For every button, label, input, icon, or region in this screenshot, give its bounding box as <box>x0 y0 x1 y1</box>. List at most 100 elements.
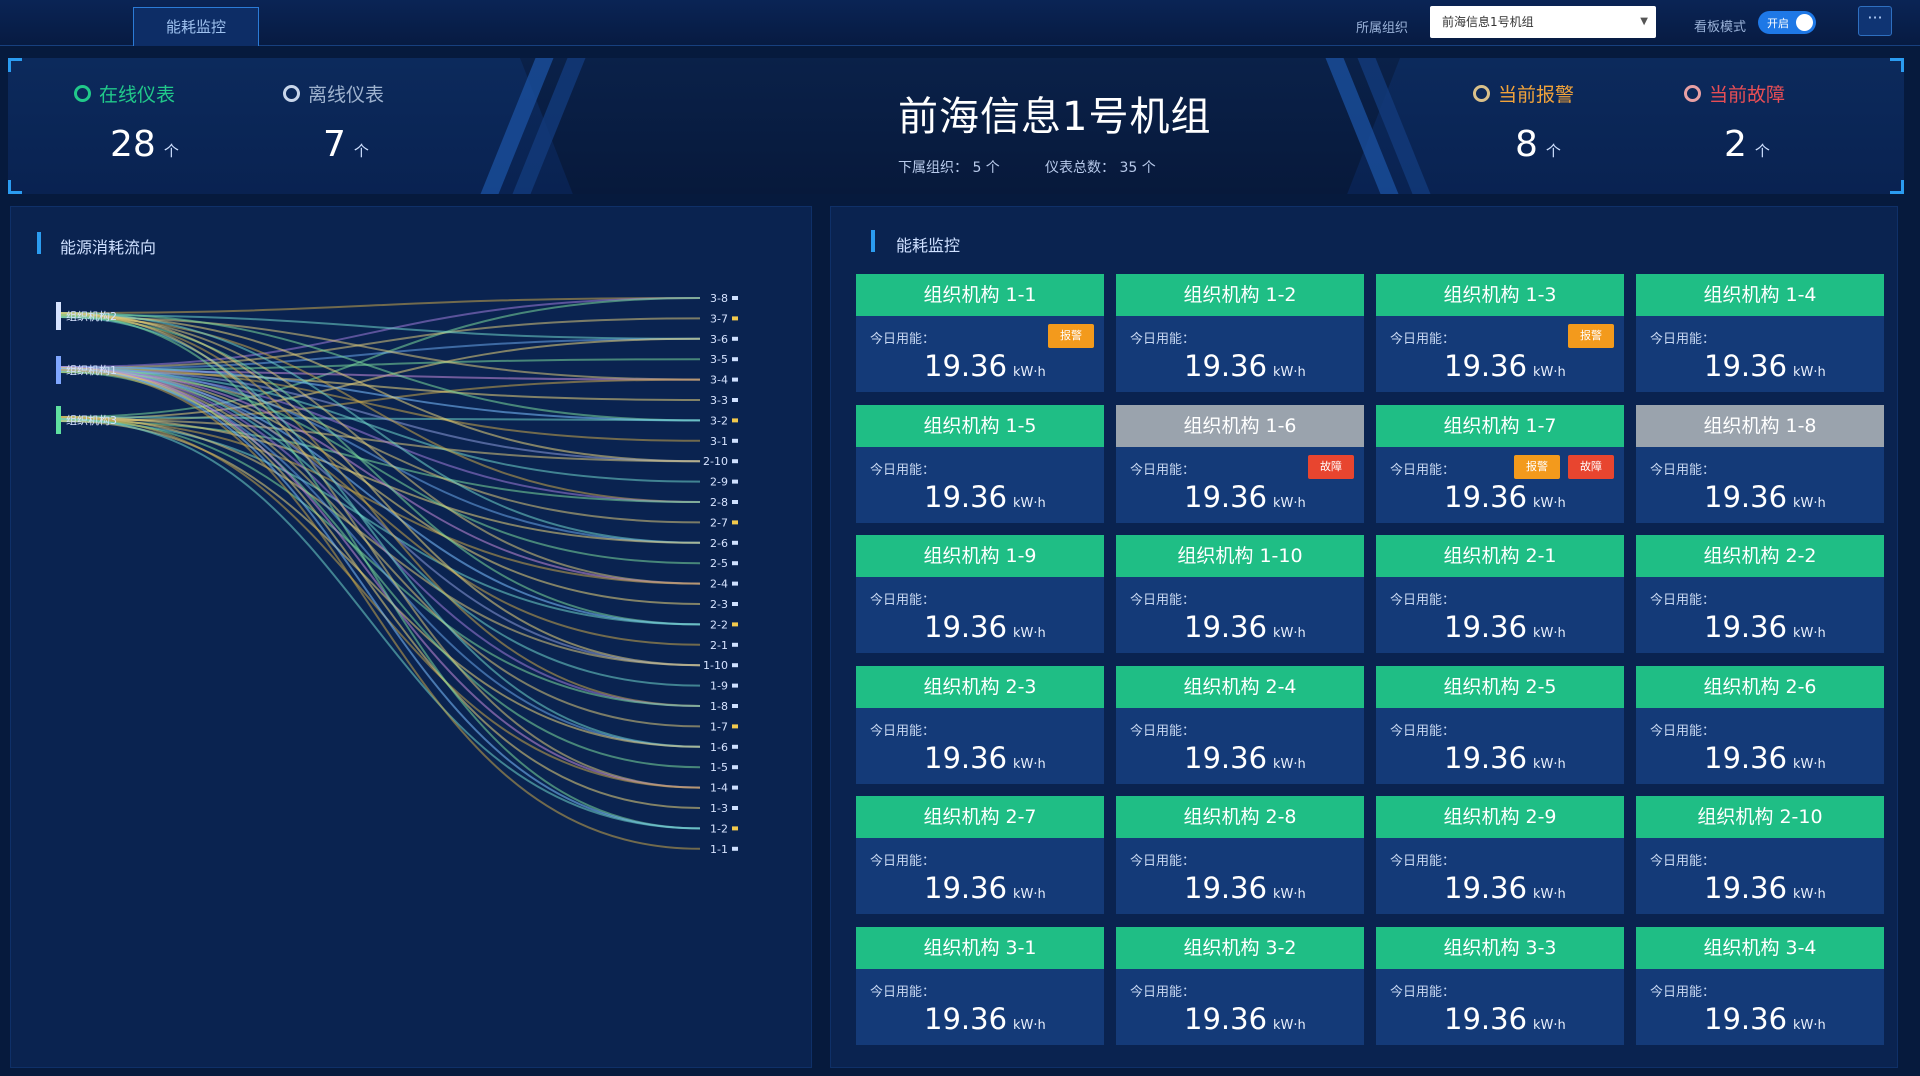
usage-unit: kW·h <box>1013 495 1046 511</box>
today-usage-label: 今日用能： <box>1130 593 1196 608</box>
org-card[interactable]: 组织机构 1-1 今日用能： 报警 19.36 kW·h <box>856 274 1104 392</box>
flow-target-label: 2-8 <box>710 496 728 509</box>
usage-number: 19.36 <box>924 479 1008 514</box>
alarm-badge: 报警 <box>1514 454 1560 479</box>
status-badges: 报警 故障 <box>1514 454 1614 479</box>
flow-link <box>59 316 701 626</box>
flow-source-node <box>56 302 61 330</box>
org-card[interactable]: 组织机构 1-10 今日用能： 19.36 kW·h <box>1116 535 1364 653</box>
org-card[interactable]: 组织机构 2-6 今日用能： 19.36 kW·h <box>1636 665 1884 784</box>
org-card[interactable]: 组织机构 1-3 今日用能： 报警 19.36 kW·h <box>1376 274 1624 392</box>
org-card[interactable]: 组织机构 2-9 今日用能： 19.36 kW·h <box>1376 796 1624 914</box>
more-menu-button[interactable]: ··· <box>1858 6 1892 36</box>
org-card[interactable]: 组织机构 2-2 今日用能： 19.36 kW·h <box>1636 535 1884 653</box>
panel-title-bar <box>871 230 875 252</box>
usage-number: 19.36 <box>1704 740 1788 775</box>
top-navbar: 能耗监控 所属组织 前海信息1号机组 ▼ 看板模式 开启 ··· <box>0 0 1920 46</box>
flow-target-label: 3-2 <box>710 414 728 427</box>
flow-target-node <box>732 438 738 443</box>
org-card[interactable]: 组织机构 1-6 今日用能： 故障 19.36 kW·h <box>1116 404 1364 523</box>
flow-target-node <box>732 479 738 484</box>
stat-online-meters: 在线仪表 28 个 <box>74 80 179 165</box>
flow-link <box>59 297 701 418</box>
today-usage-value: 19.36 kW·h <box>1444 349 1566 383</box>
org-card-title: 组织机构 2-5 <box>1376 665 1624 708</box>
flow-link <box>59 297 701 314</box>
org-card[interactable]: 组织机构 2-3 今日用能： 19.36 kW·h <box>856 665 1104 784</box>
usage-unit: kW·h <box>1793 626 1826 641</box>
org-card[interactable]: 组织机构 1-7 今日用能： 报警 故障 19.36 kW·h <box>1376 404 1624 523</box>
flow-target-node <box>732 459 738 464</box>
flow-link <box>59 366 701 422</box>
usage-unit: kW·h <box>1273 495 1306 511</box>
tab-energy-monitor[interactable]: 能耗监控 <box>133 7 259 46</box>
status-badges: 故障 <box>1308 454 1354 479</box>
today-usage-value: 19.36 kW·h <box>924 741 1046 775</box>
today-usage-label: 今日用能： <box>1390 984 1456 1000</box>
usage-number: 19.36 <box>1704 479 1788 514</box>
org-card[interactable]: 组织机构 2-10 今日用能： 19.36 kW·h <box>1636 796 1884 914</box>
flow-target-label: 3-4 <box>710 374 728 387</box>
today-usage-value: 19.36 kW·h <box>1184 871 1306 905</box>
fault-badge: 故障 <box>1568 454 1614 479</box>
flow-link <box>59 367 701 442</box>
flow-target-node <box>732 418 738 423</box>
usage-number: 19.36 <box>924 871 1008 905</box>
today-usage-value: 19.36 kW·h <box>1444 871 1566 905</box>
org-card[interactable]: 组织机构 3-3 今日用能： 19.36 kW·h <box>1376 926 1624 1045</box>
usage-number: 19.36 <box>1444 610 1528 644</box>
stat-label: 当前故障 <box>1709 84 1786 106</box>
sub-org-value: 5 个 <box>972 160 1000 176</box>
stat-value: 2 <box>1724 124 1747 165</box>
org-card[interactable]: 组织机构 1-2 今日用能： 19.36 kW·h <box>1116 274 1364 392</box>
today-usage-label: 今日用能： <box>1390 462 1456 478</box>
org-card-title: 组织机构 1-5 <box>856 404 1104 447</box>
today-usage-value: 19.36 kW·h <box>1704 871 1826 905</box>
sub-org-label: 下属组织： <box>898 160 968 176</box>
usage-unit: kW·h <box>1273 1017 1306 1033</box>
flow-target-node <box>732 744 738 749</box>
flow-target-label: 1-1 <box>710 843 728 856</box>
flow-target-node <box>732 561 738 566</box>
org-card[interactable]: 组织机构 3-1 今日用能： 19.36 kW·h <box>856 926 1104 1045</box>
panel-title-bar <box>37 232 41 254</box>
today-usage-label: 今日用能： <box>1130 462 1196 478</box>
stat-unit: 个 <box>163 142 179 160</box>
meter-total-value: 35 个 <box>1119 160 1156 176</box>
flow-target-label: 1-7 <box>710 720 728 733</box>
board-mode-toggle[interactable]: 开启 <box>1758 11 1816 34</box>
stat-unit: 个 <box>1754 142 1770 160</box>
org-card[interactable]: 组织机构 2-5 今日用能： 19.36 kW·h <box>1376 665 1624 784</box>
org-card[interactable]: 组织机构 2-1 今日用能： 19.36 kW·h <box>1376 535 1624 653</box>
org-card-title: 组织机构 1-7 <box>1376 404 1624 447</box>
org-card[interactable]: 组织机构 2-4 今日用能： 19.36 kW·h <box>1116 665 1364 784</box>
flow-target-label: 1-6 <box>710 741 728 754</box>
org-select[interactable]: 前海信息1号机组 ▼ <box>1430 6 1656 38</box>
org-card[interactable]: 组织机构 1-4 今日用能： 19.36 kW·h <box>1636 274 1884 392</box>
stat-label: 离线仪表 <box>308 84 385 106</box>
usage-unit: kW·h <box>1533 1017 1566 1033</box>
today-usage-value: 19.36 kW·h <box>1184 480 1306 514</box>
org-card[interactable]: 组织机构 1-5 今日用能： 19.36 kW·h <box>856 404 1104 523</box>
org-card[interactable]: 组织机构 1-8 今日用能： 19.36 kW·h <box>1636 404 1884 523</box>
flow-link <box>59 312 701 789</box>
usage-number: 19.36 <box>1184 740 1268 775</box>
today-usage-value: 19.36 kW·h <box>924 610 1046 644</box>
org-card[interactable]: 组织机构 1-9 今日用能： 19.36 kW·h <box>856 535 1104 653</box>
usage-number: 19.36 <box>1184 1001 1268 1036</box>
org-card-title: 组织机构 2-4 <box>1116 665 1364 708</box>
chevron-down-icon: ▼ <box>1640 16 1648 27</box>
today-usage-value: 19.36 kW·h <box>1444 610 1566 644</box>
flow-link <box>59 368 701 585</box>
usage-number: 19.36 <box>1704 1001 1788 1036</box>
flow-target-label: 2-4 <box>710 578 728 591</box>
org-card[interactable]: 组织机构 2-8 今日用能： 19.36 kW·h <box>1116 796 1364 914</box>
org-card[interactable]: 组织机构 2-7 今日用能： 19.36 kW·h <box>856 796 1104 914</box>
flow-link <box>59 297 701 368</box>
meter-total: 仪表总数： 35 个 <box>1045 157 1156 177</box>
org-card[interactable]: 组织机构 3-4 今日用能： 19.36 kW·h <box>1636 926 1884 1045</box>
org-card[interactable]: 组织机构 3-2 今日用能： 19.36 kW·h <box>1116 926 1364 1045</box>
flow-link <box>59 366 701 789</box>
org-card-title: 组织机构 1-10 <box>1116 535 1364 577</box>
flow-source-label: 组织机构2 <box>66 309 117 323</box>
